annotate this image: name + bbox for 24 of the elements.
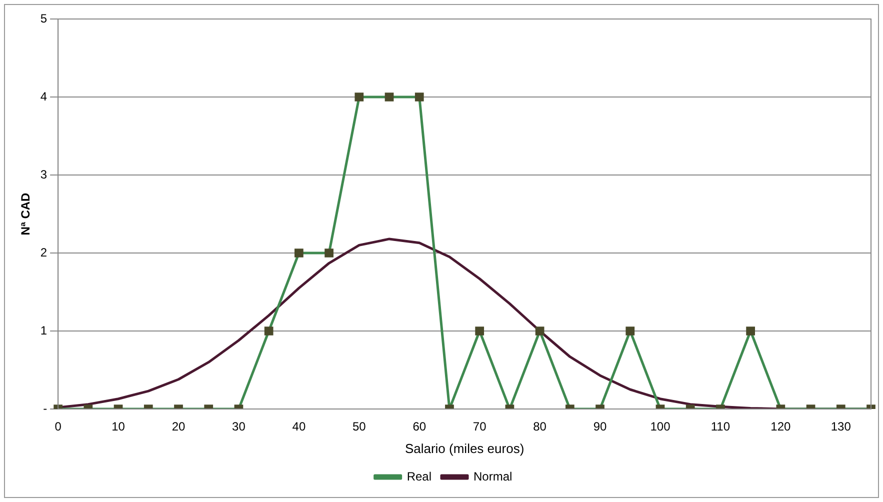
y-tick-label: 4 xyxy=(40,89,48,104)
x-tick-label: 50 xyxy=(352,420,366,434)
x-tick-label: 80 xyxy=(533,420,547,434)
x-tick-label: 90 xyxy=(593,420,608,434)
y-tick-label: - xyxy=(43,401,48,416)
x-tick-label: 10 xyxy=(112,420,126,434)
x-tick-label: 110 xyxy=(710,420,730,434)
legend-label: Normal xyxy=(474,469,512,484)
x-tick-label: 30 xyxy=(232,420,246,434)
y-axis-title: Nª CAD xyxy=(18,192,33,236)
x-tick-label: 40 xyxy=(292,420,306,434)
x-tick-label: 0 xyxy=(54,420,62,434)
x-tick-label: 60 xyxy=(412,420,426,434)
y-tick-label: 1 xyxy=(40,323,48,338)
x-tick-label: 120 xyxy=(770,420,792,434)
x-tick-label: 100 xyxy=(650,420,671,434)
legend-label: Real xyxy=(406,469,432,484)
y-tick-label: 3 xyxy=(40,167,48,182)
x-axis-title: Salario (miles euros) xyxy=(404,440,524,456)
x-tick-label: 70 xyxy=(472,420,487,434)
x-tick-label: 20 xyxy=(172,420,186,434)
y-tick-label: 5 xyxy=(40,11,48,26)
x-tick-label: 130 xyxy=(830,420,852,434)
y-tick-label: 2 xyxy=(40,245,48,260)
